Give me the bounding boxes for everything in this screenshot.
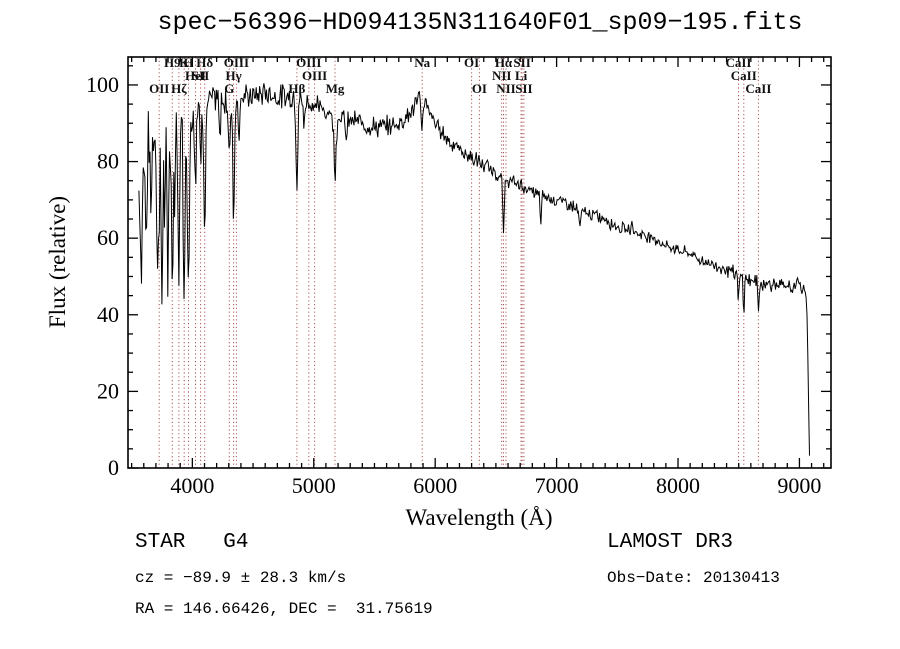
y-tick-label: 20 bbox=[97, 378, 119, 403]
spectral-line-label: OIII bbox=[296, 55, 321, 70]
x-tick-label: 8000 bbox=[656, 473, 700, 498]
x-tick-label: 7000 bbox=[535, 473, 579, 498]
spectral-line-label: SII bbox=[513, 55, 530, 70]
spectral-line-label: Li bbox=[515, 68, 528, 83]
spectral-line-label: CaII bbox=[745, 81, 771, 96]
spectral-line-label: OI bbox=[464, 55, 479, 70]
y-tick-label: 0 bbox=[108, 455, 119, 480]
spectral-line-label: NII bbox=[496, 81, 516, 96]
spectral-line-label: Hα bbox=[495, 55, 513, 70]
obs-date-value: Obs−Date: 20130413 bbox=[607, 569, 780, 587]
x-tick-label: 5000 bbox=[292, 473, 336, 498]
spectrum-line bbox=[138, 83, 810, 456]
spectral-line-label: OIII bbox=[224, 55, 249, 70]
spectral-line-markers bbox=[158, 57, 759, 468]
spectral-line-label: Hγ bbox=[225, 68, 241, 83]
y-tick-label: 60 bbox=[97, 225, 119, 250]
spectral-line-label: H bbox=[183, 55, 193, 70]
cz-value: cz = −89.9 ± 28.3 km/s bbox=[135, 569, 347, 587]
spectral-line-label: OI bbox=[472, 81, 487, 96]
x-axis-label: Wavelength (Å) bbox=[405, 505, 553, 530]
spectral-line-label: CaII bbox=[725, 55, 751, 70]
x-tick-label: 9000 bbox=[777, 473, 821, 498]
plot-frame bbox=[127, 56, 832, 469]
spectral-line-label: SII bbox=[515, 81, 532, 96]
y-tick-label: 100 bbox=[86, 72, 119, 97]
y-tick-labels: 0 20 40 60 80 100 bbox=[86, 72, 119, 480]
spectral-line-label: CaII bbox=[731, 68, 757, 83]
y-tick-label: 40 bbox=[97, 302, 119, 327]
spectral-line-label: Hβ bbox=[288, 81, 305, 96]
spectral-line-label: H9 bbox=[164, 55, 181, 70]
x-tick-label: 6000 bbox=[413, 473, 457, 498]
x-tick-labels: 4000 5000 6000 7000 8000 9000 bbox=[170, 473, 821, 498]
spectral-line-label: HeI bbox=[185, 68, 206, 83]
spectral-line-label: SII bbox=[192, 68, 209, 83]
spectral-line-label: Na bbox=[414, 55, 430, 70]
spectral-line-label: NII bbox=[492, 68, 512, 83]
object-class-label: STAR G4 bbox=[135, 531, 249, 554]
spectral-line-label: OII bbox=[149, 81, 169, 96]
spectral-line-label: OIII bbox=[302, 68, 327, 83]
spectral-line-label: Hζ bbox=[171, 81, 187, 96]
ra-dec-value: RA = 146.66426, DEC = 31.75619 bbox=[135, 600, 433, 618]
x-tick-label: 4000 bbox=[170, 473, 214, 498]
spectral-line-label: G bbox=[224, 81, 234, 96]
spectral-line-label: Hδ bbox=[196, 55, 213, 70]
y-axis-label: Flux (relative) bbox=[45, 195, 70, 329]
spectral-line-label: K bbox=[179, 55, 190, 70]
spectral-line-label: Mg bbox=[326, 81, 345, 96]
y-tick-label: 80 bbox=[97, 149, 119, 174]
survey-label: LAMOST DR3 bbox=[607, 531, 734, 554]
plot-title: spec−56396−HD094135N311640F01_sp09−195.f… bbox=[157, 8, 803, 37]
